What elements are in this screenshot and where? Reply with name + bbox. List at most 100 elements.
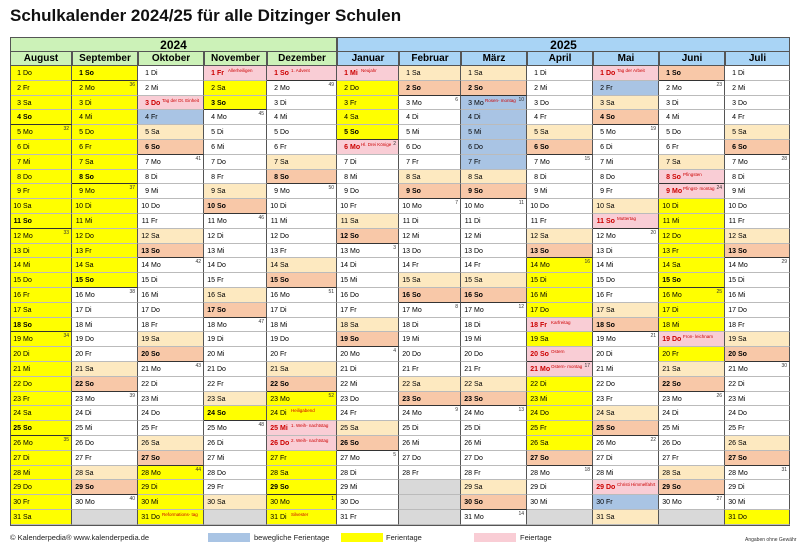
weekday-label: So — [412, 292, 421, 299]
weekday-label: Di — [280, 99, 287, 107]
day-number: 18 — [75, 321, 83, 329]
day-cell: 6 So — [138, 140, 204, 155]
day-cell: 15 Di — [725, 273, 790, 288]
day-number: 23 — [141, 395, 149, 403]
day-cell: 11 Di — [461, 214, 527, 229]
day-cell: 12 Mi — [399, 228, 461, 244]
week-number: 48 — [258, 422, 264, 429]
weekday-label: Mo — [412, 306, 422, 314]
weekday-label: Di — [412, 218, 419, 225]
day-number: 16 — [270, 292, 278, 299]
day-cell: 21 Do — [204, 362, 267, 377]
weekday-label: Do — [738, 514, 747, 521]
day-number: 8 — [534, 173, 538, 181]
weekday-label: Sa — [672, 262, 681, 270]
weekday-label: Fr — [151, 321, 158, 329]
day-number: 18 — [662, 321, 670, 329]
weekday-label: So — [474, 84, 483, 92]
week-number: 41 — [195, 155, 201, 162]
day-cell: 24 Fr — [337, 406, 399, 422]
day-number: 20 — [530, 351, 538, 359]
day-cell: 13 Do — [399, 243, 461, 259]
week-number: 36 — [129, 81, 135, 88]
day-cell: 20 Fr — [267, 347, 337, 362]
day-number: 17 — [340, 306, 348, 314]
day-number: 8 — [406, 173, 410, 181]
day-number: 27 — [270, 454, 278, 462]
day-number: 15 — [75, 277, 83, 285]
weekday-label: Mo — [672, 84, 682, 92]
day-number: 8 — [344, 173, 348, 181]
weekday-label: Do — [412, 247, 421, 255]
day-cell: 22 So — [267, 376, 337, 392]
day-number: 30 — [340, 499, 348, 507]
day-number: 10 — [141, 203, 149, 211]
day-cell: 26 Do — [659, 436, 725, 451]
day-cell: 25 So — [10, 421, 72, 436]
weekday-label: Mi — [217, 351, 225, 359]
day-cell: 26 Do — [72, 436, 138, 451]
week-number: 8 — [455, 303, 458, 310]
day-cell: 12 Mo 20 — [593, 228, 659, 244]
week-number: 40 — [129, 496, 135, 503]
weekday-label: Fr — [350, 203, 357, 211]
day-cell: 3 Di — [72, 95, 138, 111]
weekday-label: Sa — [280, 158, 289, 166]
weekday-label: Mo — [412, 99, 422, 107]
day-number: 15 — [141, 277, 149, 285]
day-cell: 17 Do — [527, 302, 593, 318]
weekday-label: Do — [151, 99, 161, 107]
day-number: 26 — [596, 440, 604, 447]
day-cell: 8 Di — [527, 169, 593, 185]
weekday-label: Mi — [151, 499, 159, 507]
day-cell: 5 Sa — [725, 125, 790, 140]
weekday-label: Mi — [280, 114, 288, 122]
day-cell: 15 So — [72, 273, 138, 288]
day-number: 27 — [207, 454, 215, 462]
weekday-label: Fr — [606, 188, 613, 196]
day-number: 26 — [402, 440, 410, 447]
weekday-label: Do — [280, 440, 290, 447]
day-number: 18 — [596, 321, 604, 329]
weekday-label: Mi — [672, 218, 680, 225]
weekday-label: Fr — [217, 70, 224, 77]
weekday-label: Mi — [151, 292, 159, 299]
day-cell: 30 Fr — [10, 495, 72, 510]
weekday-label: Mo — [474, 514, 484, 521]
weekday-label: Mo — [474, 306, 484, 314]
week-number: 37 — [129, 185, 135, 192]
day-cell: 4 Mo 45 — [204, 110, 267, 126]
weekday-label: Sa — [412, 380, 421, 388]
weekday-label: Mo — [85, 84, 95, 92]
weekday-label: Di — [672, 99, 679, 107]
weekday-label: Mo — [474, 410, 484, 418]
weekday-label: Fr — [23, 188, 30, 196]
weekday-label: Fr — [280, 144, 287, 151]
day-number: 12 — [75, 232, 83, 240]
day-cell: 4 Fr — [725, 110, 790, 126]
day-cell: 20 Do — [461, 347, 527, 362]
weekday-label: Mi — [540, 188, 548, 196]
day-cell: 14 Mo 16 — [527, 258, 593, 274]
weekday-label: Mo — [474, 99, 484, 107]
weekday-label: Fr — [412, 158, 419, 166]
week-number: 1 — [331, 496, 334, 503]
day-number: 21 — [464, 366, 472, 373]
day-number: 4 — [145, 114, 149, 122]
day-number: 23 — [75, 395, 83, 403]
day-cell: 12 Mi — [461, 228, 527, 244]
weekday-label: So — [350, 232, 359, 240]
day-number: 12 — [340, 232, 348, 240]
week-number: 31 — [781, 466, 787, 473]
weekday-label: So — [540, 144, 549, 151]
day-number: 2 — [666, 84, 670, 92]
day-cell: 16 Mi — [725, 288, 790, 303]
empty-day-cell — [399, 510, 461, 525]
weekday-label: Do — [280, 129, 289, 137]
day-cell: 14 Sa — [267, 258, 337, 274]
day-cell: 29 Do Christi Himmelfahrt — [593, 480, 659, 496]
weekday-label: So — [217, 306, 226, 314]
day-number: 6 — [344, 144, 348, 151]
day-number: 29 — [340, 484, 348, 492]
day-cell: 7 Mo 15 — [527, 154, 593, 170]
